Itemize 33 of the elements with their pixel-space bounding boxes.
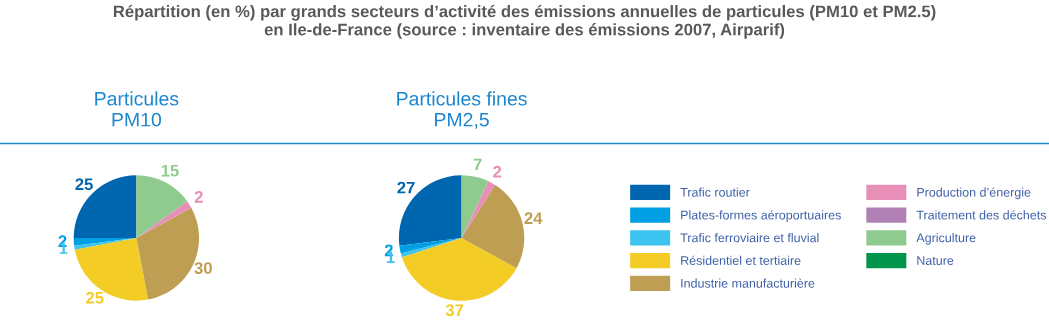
legend-label: Agriculture: [916, 233, 976, 245]
legend-label: Trafic ferroviaire et fluvial: [680, 233, 819, 243]
pie-slice: [136, 175, 188, 238]
pie-slice: [73, 175, 137, 238]
pie-slice: [399, 237, 462, 254]
legend-label: Industrie manufacturière: [681, 278, 815, 288]
data-label: 25: [75, 178, 93, 191]
pie-slice: [400, 237, 462, 258]
pie-slice: [461, 181, 496, 238]
data-label: 2: [493, 165, 502, 178]
legend-label: Plates-formes aéroportuaires: [681, 210, 841, 222]
data-label: 15: [161, 164, 179, 177]
data-label: 30: [194, 262, 212, 274]
data-label: 2: [194, 191, 203, 203]
pie-slice: [398, 175, 462, 246]
text: Répartition (en %) par grands secteurs d’activité des émissions annuelles de particules (PM10 et PM2.5) en Ile-de-France (source : inventaire des émissions 2007, Airparif): [113, 4, 936, 39]
legend-label: Résidentiel et tertiaire: [681, 255, 801, 265]
legend-label: Nature: [917, 256, 954, 265]
pie-slice: [461, 185, 525, 269]
pie-slice: [74, 237, 137, 250]
pie-slice: [401, 237, 517, 301]
pie-slice: [461, 175, 489, 238]
data-label: 25: [86, 291, 104, 304]
legend-label: Traitement des déchets: [916, 210, 1047, 220]
data-label: 24: [524, 212, 543, 224]
data-label: 37: [445, 304, 464, 317]
chart-title: Particules PM10: [95, 91, 179, 127]
data-label: 7: [473, 158, 482, 171]
data-label: 27: [397, 181, 415, 194]
chart-title: Particules fines PM2,5: [397, 91, 527, 129]
pie-slice: [136, 201, 192, 238]
legend-label: Trafic routier: [680, 187, 750, 197]
legend-label: Production d’énergie: [917, 187, 1031, 200]
